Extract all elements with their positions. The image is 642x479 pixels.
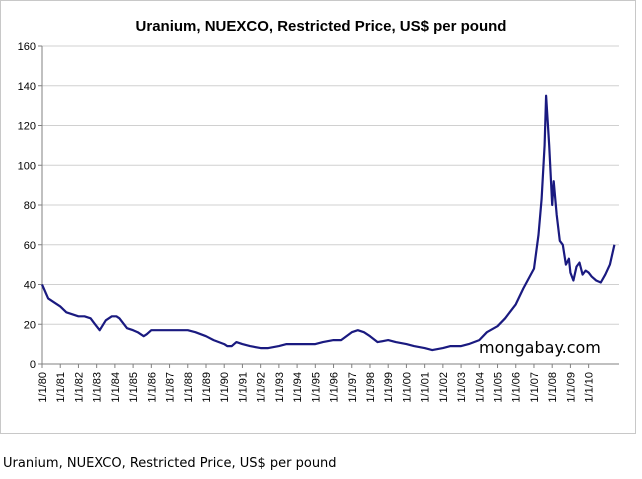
axes	[38, 45, 619, 368]
watermark-text: mongabay.com	[479, 338, 601, 357]
y-tick-label: 40	[24, 280, 36, 292]
x-tick-label: 1/1/84	[110, 372, 122, 403]
y-tick-label: 100	[18, 160, 36, 172]
grid-lines	[42, 45, 619, 325]
x-tick-label: 1/1/10	[584, 372, 596, 403]
x-tick-label: 1/1/08	[547, 372, 559, 403]
y-tick-label: 160	[18, 41, 36, 53]
x-tick-label: 1/1/03	[456, 372, 468, 403]
y-tick-label: 0	[30, 359, 36, 371]
x-tick-label: 1/1/06	[511, 372, 523, 403]
x-tick-label: 1/1/95	[310, 372, 322, 403]
y-tick-label: 20	[24, 319, 36, 331]
x-tick-label: 1/1/90	[219, 372, 231, 403]
x-tick-label: 1/1/99	[383, 372, 395, 403]
chart-frame: Uranium, NUEXCO, Restricted Price, US$ p…	[0, 0, 636, 434]
x-tick-label: 1/1/04	[474, 372, 486, 403]
line-chart: Uranium, NUEXCO, Restricted Price, US$ p…	[18, 18, 619, 403]
x-tick-label: 1/1/88	[183, 372, 195, 403]
x-tick-label: 1/1/82	[73, 372, 85, 403]
y-tick-label: 80	[24, 200, 36, 212]
x-tick-label: 1/1/07	[529, 372, 541, 403]
chart-title: Uranium, NUEXCO, Restricted Price, US$ p…	[136, 18, 507, 35]
x-tick-label: 1/1/94	[292, 372, 304, 403]
figure-caption: Uranium, NUEXCO, Restricted Price, US$ p…	[3, 456, 337, 471]
x-tick-label: 1/1/91	[237, 372, 249, 403]
y-tick-label: 60	[24, 240, 36, 252]
y-axis-ticks: 0 20 40 60 80 100 120 140 160	[18, 41, 36, 371]
x-tick-label: 1/1/00	[401, 372, 413, 403]
x-axis-ticks: 1/1/80 1/1/81 1/1/82 1/1/83 1/1/84 1/1/85 1/1/…	[37, 372, 596, 403]
x-tick-label: 1/1/80	[37, 372, 49, 403]
x-tick-label: 1/1/89	[201, 372, 213, 403]
x-tick-label: 1/1/05	[493, 372, 505, 403]
x-tick-label: 1/1/97	[347, 372, 359, 403]
x-tick-label: 1/1/83	[92, 372, 104, 403]
x-tick-label: 1/1/98	[365, 372, 377, 403]
x-tick-label: 1/1/81	[55, 372, 67, 403]
x-tick-label: 1/1/01	[420, 372, 432, 403]
y-tick-label: 120	[18, 121, 36, 133]
x-tick-label: 1/1/92	[256, 372, 268, 403]
y-tick-label: 140	[18, 81, 36, 93]
x-tick-label: 1/1/86	[146, 372, 158, 403]
x-tick-label: 1/1/87	[165, 372, 177, 403]
x-tick-label: 1/1/85	[128, 372, 140, 403]
x-tick-label: 1/1/09	[565, 372, 577, 403]
x-tick-label: 1/1/93	[274, 372, 286, 403]
x-tick-label: 1/1/96	[329, 372, 341, 403]
series-line-uranium-price	[40, 94, 616, 352]
x-tick-label: 1/1/02	[438, 372, 450, 403]
